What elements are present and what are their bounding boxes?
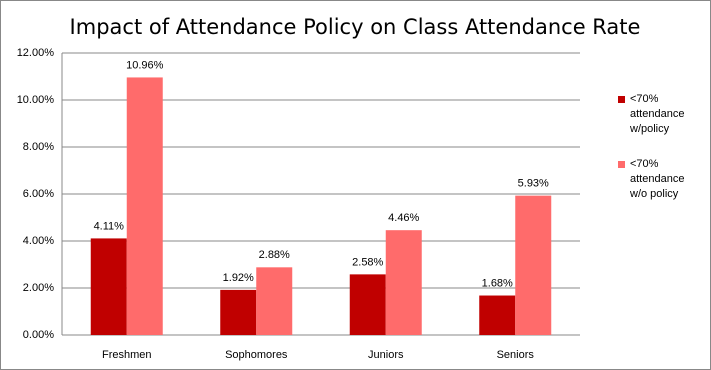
value-label: 4.46%	[388, 212, 419, 224]
y-tick-label: 2.00%	[23, 282, 54, 294]
value-label: 10.96%	[126, 59, 164, 71]
bar	[515, 195, 552, 335]
value-label: 2.58%	[352, 256, 383, 268]
y-tick-label: 6.00%	[23, 188, 54, 200]
bar	[220, 289, 257, 335]
legend-swatch	[618, 96, 625, 103]
bar	[256, 267, 293, 335]
x-tick-label: Sophomores	[225, 349, 288, 361]
value-label: 2.88%	[259, 249, 290, 261]
legend: <70% attendance w/policy <70% attendance …	[618, 92, 698, 222]
y-tick-label: 0.00%	[23, 329, 54, 341]
value-label: 1.68%	[482, 277, 513, 289]
legend-swatch	[618, 161, 625, 168]
bar	[90, 238, 127, 335]
y-tick-label: 8.00%	[23, 141, 54, 153]
legend-item: <70% attendance w/o policy	[618, 157, 692, 202]
legend-item: <70% attendance w/policy	[618, 92, 692, 137]
bar	[126, 77, 163, 335]
y-tick-label: 12.00%	[17, 47, 55, 59]
bar	[385, 230, 422, 335]
y-tick-label: 10.00%	[17, 94, 55, 106]
chart-title: Impact of Attendance Policy on Class Att…	[70, 15, 641, 39]
legend-label: <70% attendance w/policy	[630, 93, 685, 135]
value-label: 5.93%	[518, 178, 549, 190]
value-label: 1.92%	[223, 272, 254, 284]
x-tick-label: Seniors	[497, 349, 535, 361]
x-tick-label: Freshmen	[102, 349, 152, 361]
x-tick-label: Juniors	[368, 349, 404, 361]
value-label: 4.11%	[94, 220, 125, 232]
bar	[479, 295, 516, 335]
bar	[349, 274, 386, 335]
y-tick-label: 4.00%	[23, 235, 54, 247]
legend-label: <70% attendance w/o policy	[630, 158, 685, 200]
